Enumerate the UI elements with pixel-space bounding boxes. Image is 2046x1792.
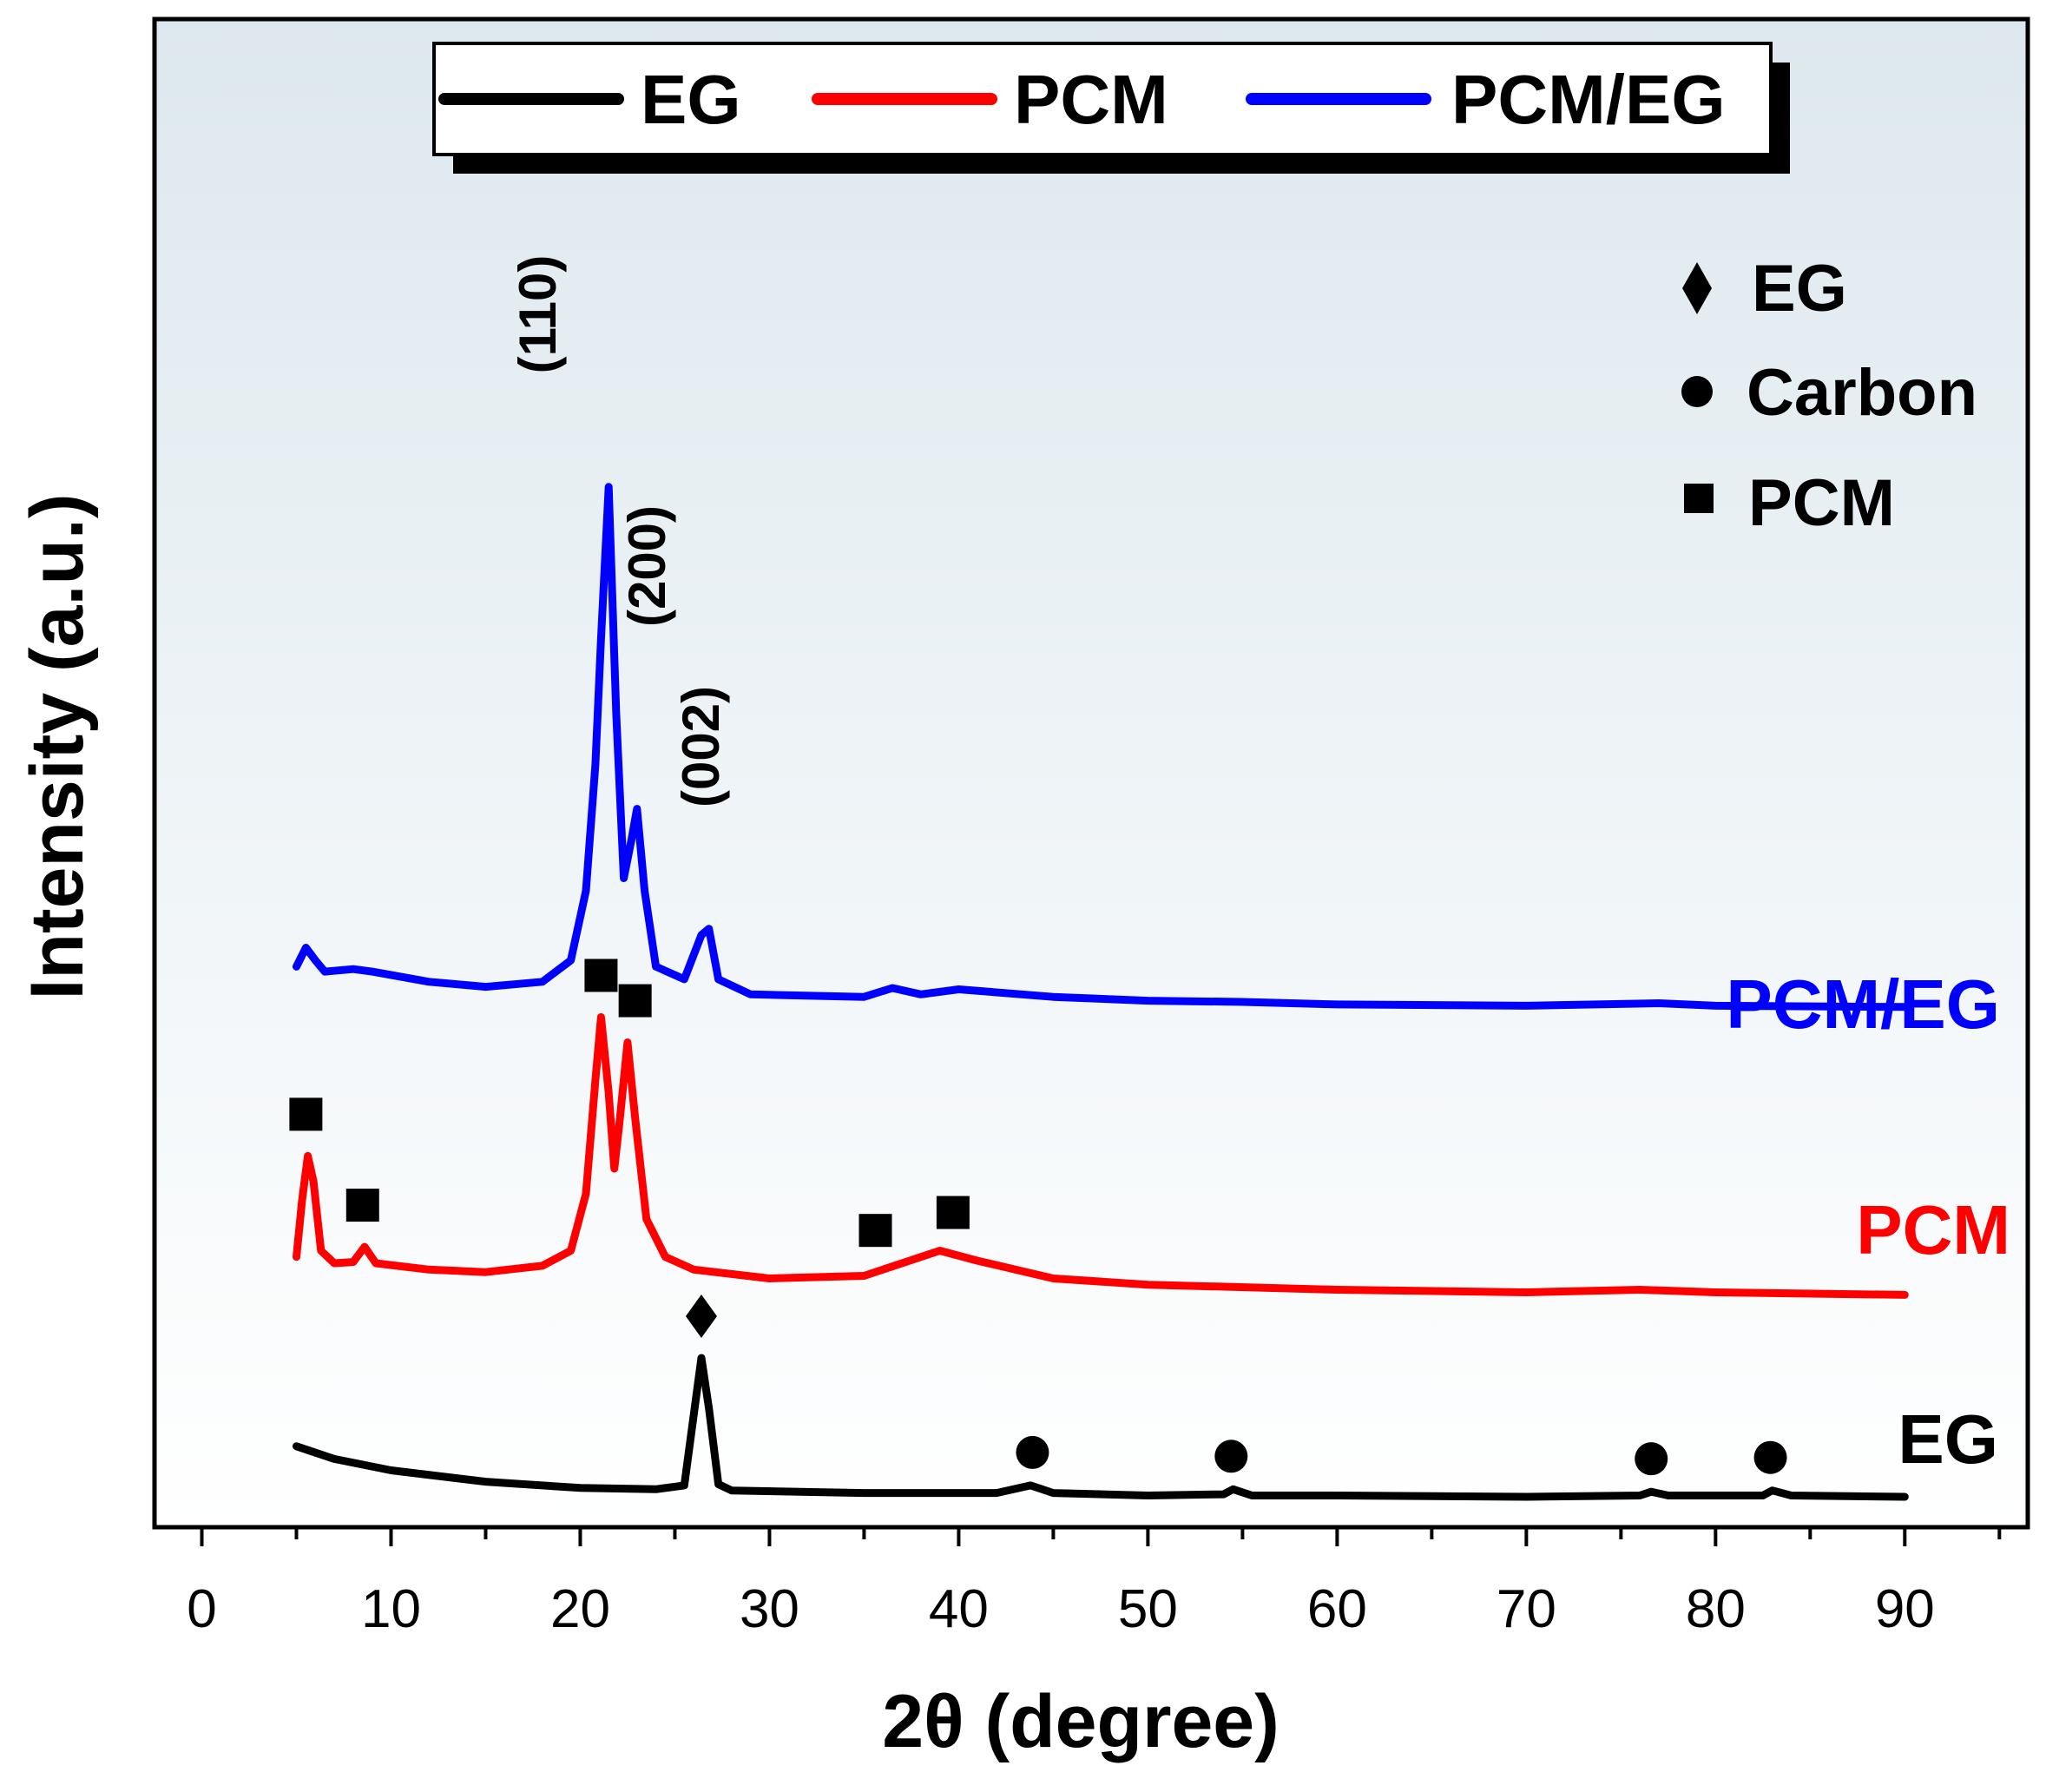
marker-square-10 [936,1196,970,1229]
x-tick-label-50: 50 [1118,1579,1178,1639]
x-tick-label-40: 40 [929,1579,989,1639]
series-line-eg [293,1354,1909,1501]
marker-square-9 [859,1214,892,1248]
x-tick-label-90: 90 [1875,1579,1935,1639]
series-label-eg: EG [1898,1400,1998,1478]
legend: EG PCM PCM/EG [432,42,1790,174]
phase-legend: EG Carbon PCM [1681,252,1977,540]
x-tick-label-20: 20 [550,1579,610,1639]
peak-label-200: (200) [618,505,676,627]
series-line-pcm [293,1013,1909,1299]
phase-legend-label-pcm: PCM [1748,466,1895,540]
legend-box [432,42,1773,156]
plot-area-background [155,19,2028,1527]
x-tick-label-80: 80 [1686,1579,1746,1639]
peak-label-002: (002) [672,686,730,807]
legend-label-pcm: PCM [1014,61,1168,138]
marker-circle-3 [1635,1442,1668,1476]
phase-legend-label-carbon: Carbon [1747,356,1977,430]
marker-circle-1 [1016,1435,1049,1469]
phase-legend-square-icon [1684,484,1714,513]
marker-square-6 [345,1189,379,1222]
plot-area-frame [152,16,2030,1530]
x-tick-label-60: 60 [1307,1579,1367,1639]
phase-legend-diamond-icon [1682,262,1712,314]
x-tick-label-70: 70 [1497,1579,1556,1639]
legend-label-pcm-eg: PCM/EG [1451,61,1726,138]
marker-circle-2 [1214,1440,1248,1473]
series-label-pcm: PCM [1856,1191,2010,1268]
series-line-pcm-eg [293,483,1909,1011]
legend-label-eg: EG [641,61,741,138]
marker-square-7 [584,959,618,992]
x-tick-label-30: 30 [740,1579,799,1639]
x-axis-title: 2θ (degree) [882,1680,1280,1763]
marker-circle-4 [1753,1440,1787,1474]
marker-diamond-0 [685,1295,717,1339]
phase-legend-circle-icon [1681,376,1713,407]
marker-square-8 [618,984,652,1018]
y-axis-title: Intensity (a.u.) [16,494,99,1000]
series-label-pcm-eg: PCM/EG [1726,965,2000,1043]
peak-label-110: (110) [509,255,567,374]
marker-square-5 [289,1097,323,1131]
x-tick-label-0: 0 [187,1579,216,1639]
x-tick-label-10: 10 [361,1579,421,1639]
phase-legend-label-eg: EG [1752,252,1847,326]
